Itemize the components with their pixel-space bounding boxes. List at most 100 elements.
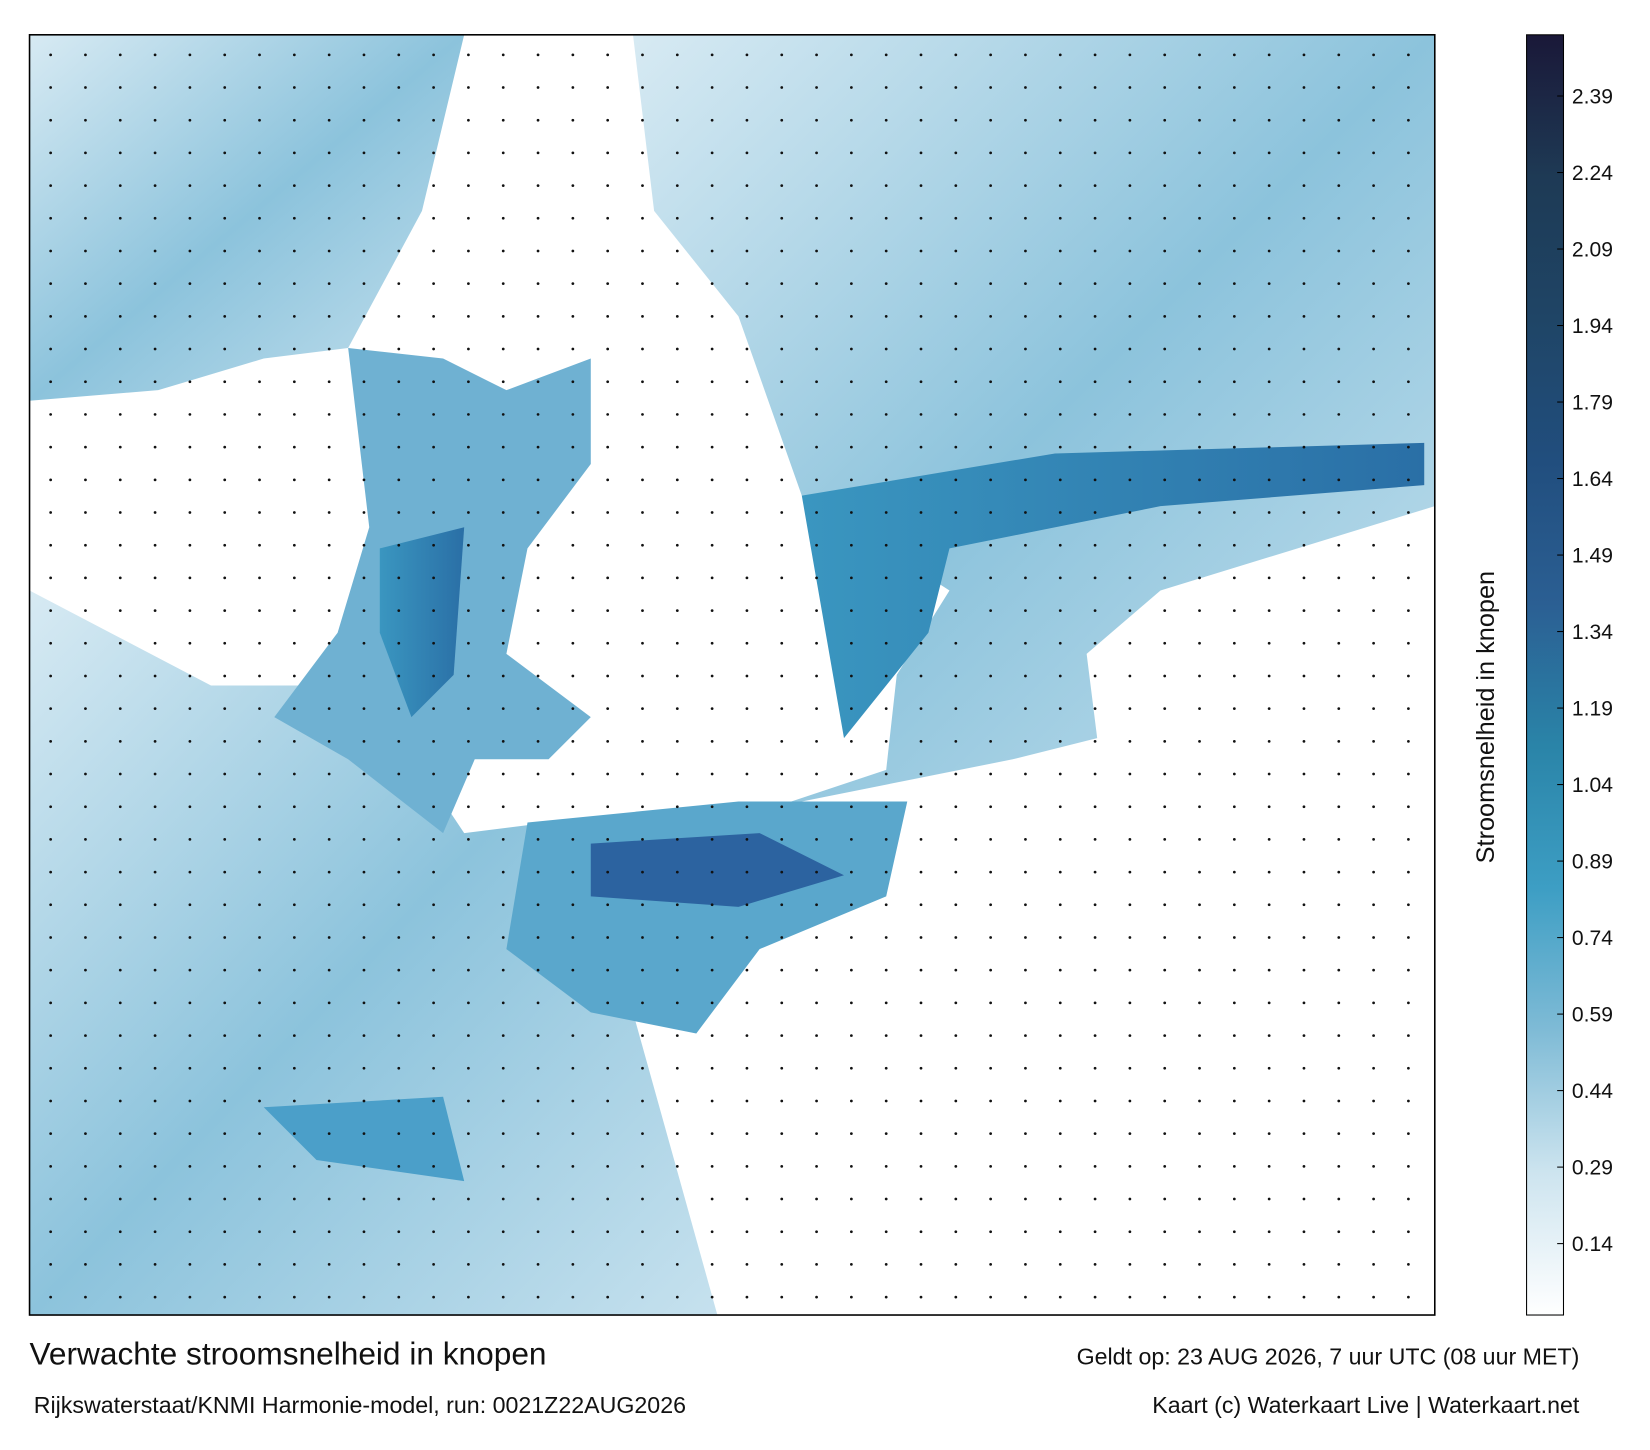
grid-dot [1232,1066,1236,1070]
grid-dot [432,805,435,809]
grid-dot [1093,184,1097,187]
grid-dot [1128,1295,1132,1299]
grid-dot [641,1164,644,1168]
grid-dot [1163,739,1167,743]
grid-dot [1093,674,1097,678]
grid-dot [1163,380,1167,384]
grid-dot [884,543,888,547]
grid-dot [1163,249,1167,253]
grid-dot [919,1263,923,1266]
grid-dot [606,1164,610,1168]
grid-dot [49,511,53,514]
grid-dot [536,772,540,776]
grid-dot [989,53,993,57]
grid-dot [1232,1132,1236,1136]
grid-dot [188,314,192,318]
grid-dot [1024,1001,1027,1005]
grid-dot [362,216,366,220]
grid-dot [153,1295,157,1299]
grid-dot [188,478,192,482]
grid-dot [1372,1263,1375,1266]
grid-dot [1232,609,1236,612]
grid-dot [815,53,818,57]
grid-dot [118,936,122,939]
grid-dot [1232,1230,1236,1234]
grid-dot [884,347,888,351]
grid-dot [501,1066,505,1070]
grid-dot [989,805,993,809]
grid-dot [1024,903,1027,907]
grid-dot [1232,478,1236,482]
grid-dot [118,118,122,122]
grid-dot [258,707,261,711]
grid-dot [362,739,366,743]
grid-dot [989,772,993,776]
grid-dot [1058,1001,1062,1005]
grid-dot [571,282,575,286]
grid-dot [118,282,122,286]
grid-dot [884,1263,888,1266]
grid-dot [675,380,679,384]
grid-dot [1093,216,1097,220]
grid-dot [327,1263,331,1266]
grid-dot [188,1132,192,1136]
grid-dot [1407,151,1410,155]
grid-dot [675,936,679,939]
grid-dot [919,184,923,187]
grid-dot [1407,511,1410,514]
grid-dot [641,903,644,907]
grid-dot [954,314,958,318]
grid-dot [571,118,575,122]
grid-dot [536,347,540,351]
grid-dot [397,216,401,220]
grid-dot [641,968,644,972]
grid-dot [1163,445,1167,449]
grid-dot [780,903,784,907]
grid-dot [745,739,749,743]
grid-dot [188,968,192,972]
grid-dot [780,543,784,547]
grid-dot [1024,936,1027,939]
grid-dot [710,739,714,743]
grid-dot [850,1034,853,1037]
grid-dot [118,249,122,253]
grid-dot [84,609,87,612]
grid-dot [710,184,714,187]
grid-dot [397,53,401,57]
grid-dot [675,1132,679,1136]
grid-dot [1093,870,1097,874]
grid-dot [745,543,749,547]
grid-dot [1337,576,1341,580]
grid-dot [536,1001,540,1005]
grid-dot [223,674,227,678]
grid-dot [1163,478,1167,482]
current-core [801,442,1425,739]
grid-dot [606,347,610,351]
grid-dot [1128,478,1132,482]
grid-dot [954,707,958,711]
grid-dot [501,445,505,449]
grid-dot [884,151,888,155]
grid-dot [606,936,610,939]
grid-dot [1198,1034,1201,1037]
colorbar-tick-label: 2.24 [1572,162,1613,185]
grid-dot [1024,118,1027,122]
grid-dot [1372,805,1375,809]
grid-dot [467,249,470,253]
grid-dot [1302,739,1306,743]
grid-dot [84,1197,87,1201]
grid-dot [954,609,958,612]
grid-dot [49,903,53,907]
grid-dot [258,1034,261,1037]
grid-dot [292,282,296,286]
grid-dot [571,805,575,809]
grid-dot [780,151,784,155]
grid-dot [153,739,157,743]
grid-dot [1163,151,1167,155]
grid-dot [1372,641,1375,645]
grid-dot [1407,609,1410,612]
grid-dot [292,641,296,645]
grid-dot [1267,739,1271,743]
grid-dot [1337,314,1341,318]
